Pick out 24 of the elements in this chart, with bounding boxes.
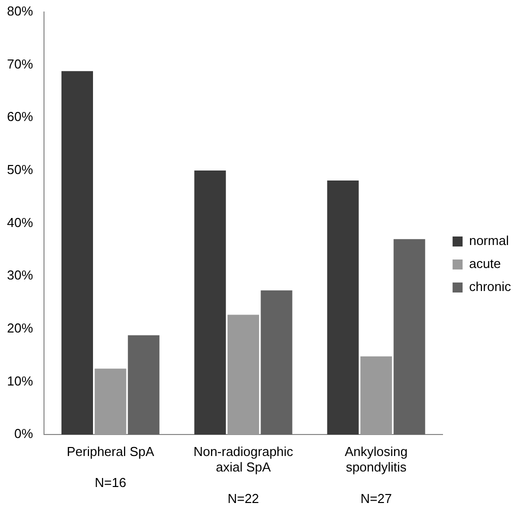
category-label: Peripheral SpA N=16 [66, 444, 154, 490]
legend-label: normal [469, 233, 509, 248]
y-tick-label: 50% [6, 162, 34, 178]
y-tick-label: 10% [6, 373, 34, 388]
bar [61, 71, 94, 435]
y-tick-label: 80% [6, 4, 34, 19]
legend-label: acute [469, 256, 501, 272]
y-tick-label: 30% [6, 268, 34, 283]
bar [94, 368, 126, 435]
category-label: Ankylosing spondylitis N=27 [344, 444, 408, 506]
category-label: Non-radiographic axial SpA N=22 [193, 444, 294, 506]
y-tick-label: 70% [6, 56, 34, 72]
bar [194, 170, 226, 435]
bar [327, 180, 359, 435]
bar [128, 335, 160, 435]
bar [360, 356, 392, 435]
bar [260, 290, 292, 435]
legend-label: chronic [469, 279, 512, 294]
y-tick-label: 20% [6, 320, 34, 336]
y-tick-label: 60% [6, 109, 34, 124]
y-tick-label: 0% [14, 426, 34, 442]
bar [228, 314, 260, 435]
y-tick-label: 40% [6, 214, 34, 230]
bar [394, 239, 426, 435]
